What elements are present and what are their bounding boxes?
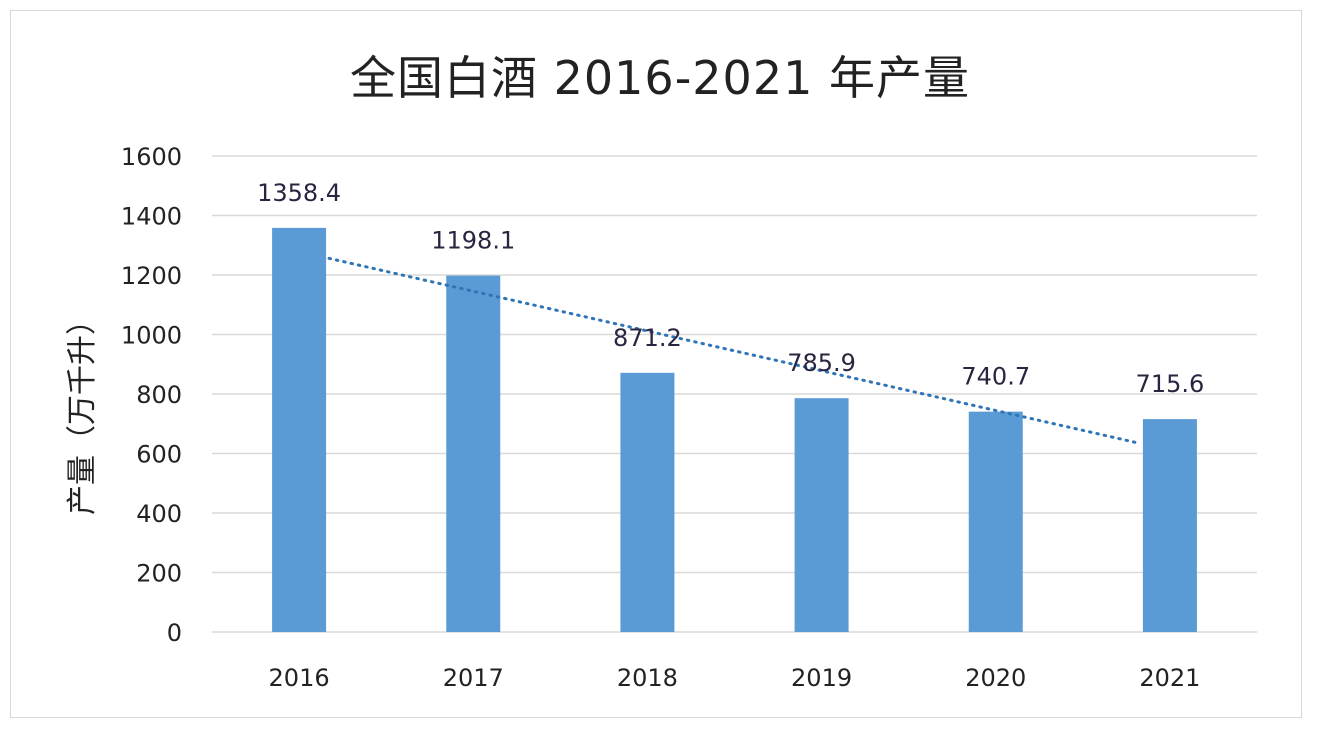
x-tick-label: 2018 xyxy=(617,664,678,692)
x-tick-label: 2021 xyxy=(1139,664,1200,692)
y-tick-label: 1000 xyxy=(121,322,182,350)
data-label: 1358.4 xyxy=(257,179,341,207)
data-label: 871.2 xyxy=(613,324,682,352)
bar xyxy=(794,398,849,632)
x-tick-label: 2016 xyxy=(269,664,330,692)
data-label: 785.9 xyxy=(787,349,856,377)
data-labels: 1358.4 1198.1 871.2 785.9 740.7 715.6 xyxy=(257,179,1204,398)
y-tick-label: 200 xyxy=(136,560,182,588)
y-axis-title: 产量（万千升） xyxy=(65,305,100,515)
y-tick-label: 800 xyxy=(136,381,182,409)
x-tick-label: 2020 xyxy=(965,664,1026,692)
y-tick-label: 1200 xyxy=(121,262,182,290)
y-tick-label: 400 xyxy=(136,500,182,528)
bars xyxy=(272,227,1197,632)
bar xyxy=(446,275,501,632)
bar xyxy=(1142,419,1197,632)
x-tick-label: 2019 xyxy=(791,664,852,692)
y-tick-label: 600 xyxy=(136,441,182,469)
data-label: 740.7 xyxy=(961,363,1030,391)
y-tick-label: 1600 xyxy=(121,143,182,171)
x-tick-label: 2017 xyxy=(443,664,504,692)
y-tick-label: 0 xyxy=(167,619,182,647)
chart-title: 全国白酒 2016-2021 年产量 xyxy=(350,51,970,105)
x-axis: 2016 2017 2018 2019 2020 2021 xyxy=(269,664,1201,692)
bar xyxy=(968,411,1023,632)
bar xyxy=(272,227,327,632)
y-axis: 0 200 400 600 800 1000 1200 1400 1600 xyxy=(121,143,182,647)
gridlines xyxy=(212,155,1257,633)
data-label: 715.6 xyxy=(1136,370,1205,398)
bar xyxy=(620,372,675,632)
y-tick-label: 1400 xyxy=(121,203,182,231)
data-label: 1198.1 xyxy=(431,227,515,255)
